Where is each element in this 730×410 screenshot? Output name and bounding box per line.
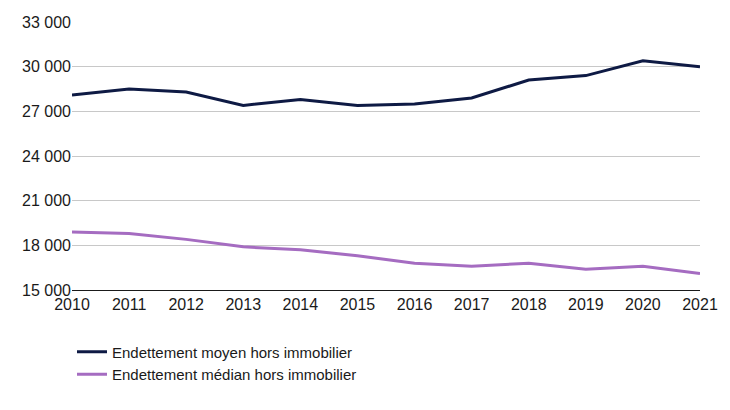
svg-text:2014: 2014 <box>283 296 319 313</box>
svg-text:21 000: 21 000 <box>22 192 71 209</box>
svg-text:2021: 2021 <box>682 296 718 313</box>
svg-text:2012: 2012 <box>168 296 204 313</box>
svg-text:2013: 2013 <box>225 296 261 313</box>
svg-text:2019: 2019 <box>568 296 604 313</box>
svg-text:Endettement moyen hors immobil: Endettement moyen hors immobilier <box>112 344 352 361</box>
svg-text:2020: 2020 <box>625 296 661 313</box>
svg-text:27 000: 27 000 <box>22 103 71 120</box>
svg-text:2015: 2015 <box>340 296 376 313</box>
svg-text:2017: 2017 <box>454 296 490 313</box>
svg-text:15 000: 15 000 <box>22 282 71 299</box>
svg-text:Endettement médian hors immobi: Endettement médian hors immobilier <box>112 366 356 383</box>
svg-text:2010: 2010 <box>54 296 90 313</box>
svg-text:2018: 2018 <box>511 296 547 313</box>
svg-text:18 000: 18 000 <box>22 237 71 254</box>
svg-text:33 000: 33 000 <box>22 14 71 31</box>
svg-text:2011: 2011 <box>112 296 147 313</box>
svg-text:30 000: 30 000 <box>22 58 71 75</box>
svg-text:2016: 2016 <box>397 296 433 313</box>
svg-text:24 000: 24 000 <box>22 148 71 165</box>
